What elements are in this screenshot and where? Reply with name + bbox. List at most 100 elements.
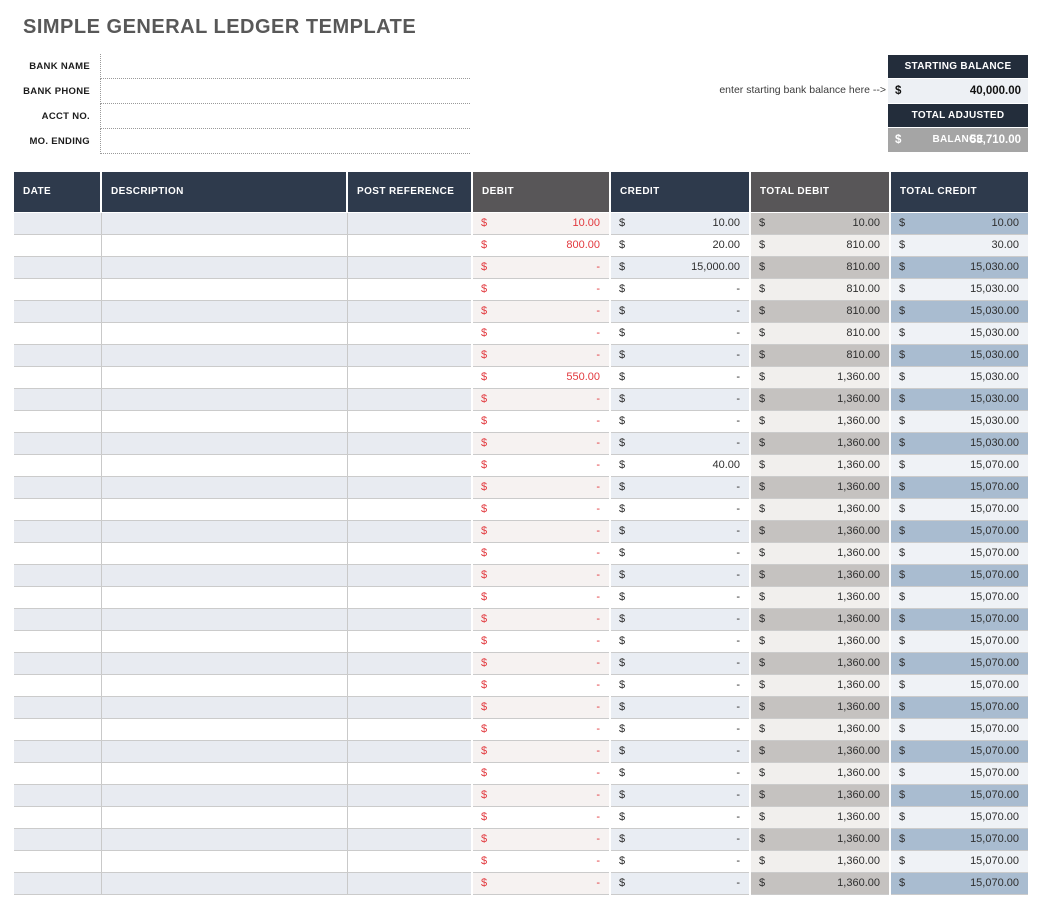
mo-ending-input[interactable] xyxy=(100,129,470,154)
debit-cell[interactable]: $ - xyxy=(471,432,610,455)
credit-cell[interactable]: $ - xyxy=(609,806,750,829)
post-reference-cell[interactable] xyxy=(346,410,472,433)
debit-cell[interactable]: $ - xyxy=(471,498,610,521)
date-cell[interactable] xyxy=(14,674,101,697)
credit-cell[interactable]: $ - xyxy=(609,850,750,873)
description-cell[interactable] xyxy=(100,784,347,807)
post-reference-cell[interactable] xyxy=(346,278,472,301)
description-cell[interactable] xyxy=(100,344,347,367)
post-reference-cell[interactable] xyxy=(346,476,472,499)
post-reference-cell[interactable] xyxy=(346,872,472,895)
post-reference-cell[interactable] xyxy=(346,806,472,829)
debit-cell[interactable]: $ - xyxy=(471,674,610,697)
date-cell[interactable] xyxy=(14,740,101,763)
debit-cell[interactable]: $ - xyxy=(471,586,610,609)
credit-cell[interactable]: $ - xyxy=(609,586,750,609)
credit-cell[interactable]: $ - xyxy=(609,300,750,323)
debit-cell[interactable]: $ 550.00 xyxy=(471,366,610,389)
date-cell[interactable] xyxy=(14,278,101,301)
post-reference-cell[interactable] xyxy=(346,718,472,741)
post-reference-cell[interactable] xyxy=(346,498,472,521)
description-cell[interactable] xyxy=(100,872,347,895)
post-reference-cell[interactable] xyxy=(346,234,472,257)
debit-cell[interactable]: $ - xyxy=(471,652,610,675)
date-cell[interactable] xyxy=(14,806,101,829)
credit-cell[interactable]: $ - xyxy=(609,366,750,389)
bank-name-input[interactable] xyxy=(100,54,470,79)
date-cell[interactable] xyxy=(14,542,101,565)
post-reference-cell[interactable] xyxy=(346,608,472,631)
date-cell[interactable] xyxy=(14,256,101,279)
post-reference-cell[interactable] xyxy=(346,300,472,323)
post-reference-cell[interactable] xyxy=(346,850,472,873)
description-cell[interactable] xyxy=(100,674,347,697)
post-reference-cell[interactable] xyxy=(346,762,472,785)
date-cell[interactable] xyxy=(14,498,101,521)
description-cell[interactable] xyxy=(100,850,347,873)
debit-cell[interactable]: $ - xyxy=(471,278,610,301)
description-cell[interactable] xyxy=(100,630,347,653)
credit-cell[interactable]: $ - xyxy=(609,344,750,367)
debit-cell[interactable]: $ - xyxy=(471,564,610,587)
date-cell[interactable] xyxy=(14,784,101,807)
post-reference-cell[interactable] xyxy=(346,674,472,697)
debit-cell[interactable]: $ - xyxy=(471,718,610,741)
credit-cell[interactable]: $ - xyxy=(609,520,750,543)
post-reference-cell[interactable] xyxy=(346,454,472,477)
date-cell[interactable] xyxy=(14,300,101,323)
date-cell[interactable] xyxy=(14,454,101,477)
debit-cell[interactable]: $ - xyxy=(471,476,610,499)
debit-cell[interactable]: $ - xyxy=(471,784,610,807)
date-cell[interactable] xyxy=(14,476,101,499)
post-reference-cell[interactable] xyxy=(346,784,472,807)
post-reference-cell[interactable] xyxy=(346,696,472,719)
debit-cell[interactable]: $ - xyxy=(471,872,610,895)
date-cell[interactable] xyxy=(14,366,101,389)
date-cell[interactable] xyxy=(14,234,101,257)
description-cell[interactable] xyxy=(100,608,347,631)
description-cell[interactable] xyxy=(100,410,347,433)
description-cell[interactable] xyxy=(100,762,347,785)
debit-cell[interactable]: $ - xyxy=(471,344,610,367)
description-cell[interactable] xyxy=(100,696,347,719)
credit-cell[interactable]: $ 15,000.00 xyxy=(609,256,750,279)
debit-cell[interactable]: $ - xyxy=(471,696,610,719)
credit-cell[interactable]: $ - xyxy=(609,608,750,631)
date-cell[interactable] xyxy=(14,322,101,345)
post-reference-cell[interactable] xyxy=(346,630,472,653)
credit-cell[interactable]: $ 20.00 xyxy=(609,234,750,257)
credit-cell[interactable]: $ - xyxy=(609,674,750,697)
date-cell[interactable] xyxy=(14,564,101,587)
post-reference-cell[interactable] xyxy=(346,388,472,411)
date-cell[interactable] xyxy=(14,696,101,719)
credit-cell[interactable]: $ - xyxy=(609,278,750,301)
credit-cell[interactable]: $ - xyxy=(609,872,750,895)
description-cell[interactable] xyxy=(100,278,347,301)
description-cell[interactable] xyxy=(100,300,347,323)
description-cell[interactable] xyxy=(100,388,347,411)
credit-cell[interactable]: $ - xyxy=(609,740,750,763)
credit-cell[interactable]: $ - xyxy=(609,630,750,653)
date-cell[interactable] xyxy=(14,850,101,873)
description-cell[interactable] xyxy=(100,564,347,587)
credit-cell[interactable]: $ 10.00 xyxy=(609,212,750,235)
debit-cell[interactable]: $ - xyxy=(471,762,610,785)
date-cell[interactable] xyxy=(14,586,101,609)
description-cell[interactable] xyxy=(100,542,347,565)
description-cell[interactable] xyxy=(100,652,347,675)
acct-no-input[interactable] xyxy=(100,104,470,129)
debit-cell[interactable]: $ - xyxy=(471,542,610,565)
description-cell[interactable] xyxy=(100,806,347,829)
bank-phone-input[interactable] xyxy=(100,79,470,104)
post-reference-cell[interactable] xyxy=(346,542,472,565)
description-cell[interactable] xyxy=(100,322,347,345)
credit-cell[interactable]: $ - xyxy=(609,652,750,675)
post-reference-cell[interactable] xyxy=(346,828,472,851)
debit-cell[interactable]: $ - xyxy=(471,388,610,411)
date-cell[interactable] xyxy=(14,432,101,455)
debit-cell[interactable]: $ - xyxy=(471,740,610,763)
debit-cell[interactable]: $ - xyxy=(471,630,610,653)
description-cell[interactable] xyxy=(100,476,347,499)
debit-cell[interactable]: $ - xyxy=(471,828,610,851)
date-cell[interactable] xyxy=(14,828,101,851)
